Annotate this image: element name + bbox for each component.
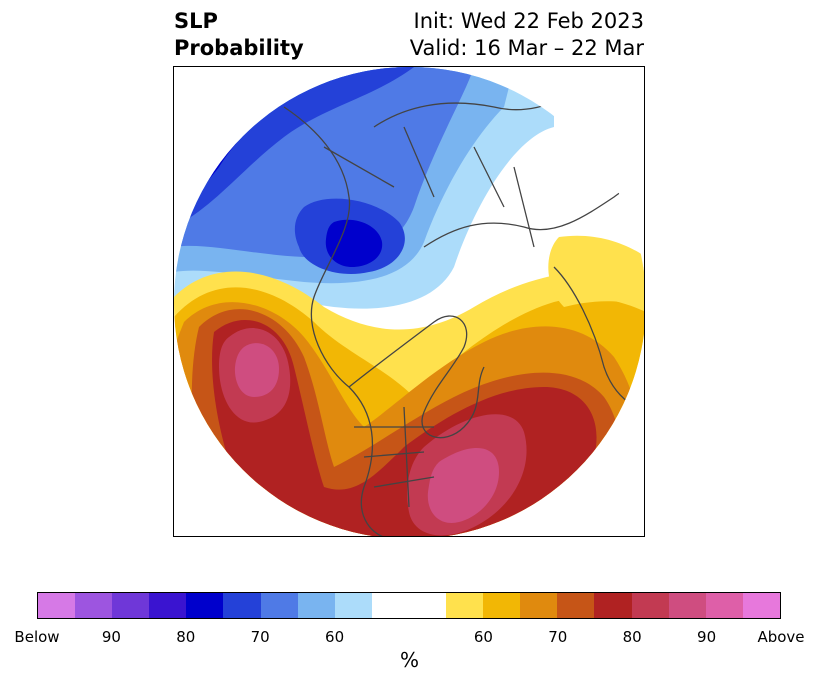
tick-label: 60	[325, 628, 345, 646]
chart-dates: Init: Wed 22 Feb 2023 Valid: 16 Mar – 22…	[410, 8, 644, 62]
tick-label: 60	[473, 628, 493, 646]
colorbar-below-7	[260, 593, 298, 618]
colorbar-neutral	[371, 593, 447, 618]
colorbar-above-1	[446, 593, 484, 618]
colorbar-above-3	[520, 593, 558, 618]
tick-label: Below	[14, 628, 60, 646]
colorbar-below-4	[149, 593, 187, 618]
colorbar-below-1	[38, 593, 76, 618]
tick-label: 90	[697, 628, 717, 646]
tick-label: 80	[622, 628, 642, 646]
tick-label: Above	[757, 628, 805, 646]
colorbar-above-6	[631, 593, 669, 618]
colorbar-above-8	[705, 593, 743, 618]
tick-label: 90	[101, 628, 121, 646]
probability-map	[173, 66, 645, 537]
colorbar-above-7	[668, 593, 706, 618]
colorbar-ticks: Below 90 80 70 60 60 70 80 90 Above	[14, 628, 804, 646]
title-type: Probability	[174, 36, 304, 60]
colorbar-unit-label: %	[399, 648, 419, 672]
colorbar-above-5	[594, 593, 632, 618]
above-normal-region	[174, 235, 644, 536]
title-variable: SLP	[174, 9, 218, 33]
colorbar-below-3	[112, 593, 150, 618]
colorbar-below-2	[75, 593, 113, 618]
colorbar-above-9	[742, 593, 780, 618]
colorbar-below-5	[186, 593, 224, 618]
valid-dates: Valid: 16 Mar – 22 Mar	[409, 36, 644, 60]
chart-title: SLP Probability	[174, 8, 304, 62]
tick-label: 70	[250, 628, 270, 646]
colorbar-below-6	[223, 593, 261, 618]
colorbar-below-8	[297, 593, 335, 618]
tick-label: 70	[548, 628, 568, 646]
map-canvas	[174, 67, 644, 536]
probability-colorbar	[37, 592, 781, 619]
init-date: Init: Wed 22 Feb 2023	[413, 9, 644, 33]
colorbar-below-9	[334, 593, 372, 618]
colorbar-above-4	[557, 593, 595, 618]
tick-label: 80	[176, 628, 196, 646]
colorbar-above-2	[483, 593, 521, 618]
